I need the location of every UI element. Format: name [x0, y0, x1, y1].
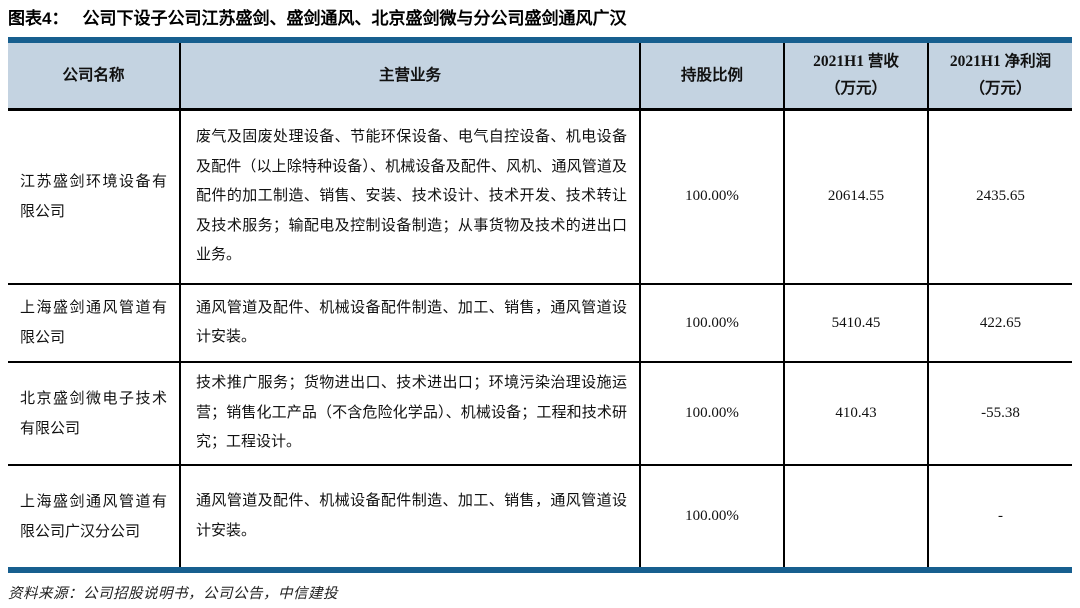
revenue-cell: 20614.55: [783, 108, 929, 285]
table-row: 上海盛剑通风管道有限公司广汉分公司 通风管道及配件、机械设备配件制造、加工、销售…: [8, 464, 1072, 567]
shareholding-cell: 100.00%: [639, 464, 785, 567]
header-unit-label: （万元）: [969, 80, 1032, 98]
company-name-cell: 北京盛剑微电子技术有限公司: [8, 361, 181, 466]
net-profit-cell: 2435.65: [927, 108, 1072, 285]
header-2021h1-revenue: 2021H1 营收 （万元）: [783, 43, 929, 111]
header-unit-label: （万元）: [824, 80, 887, 98]
header-company-name: 公司名称: [8, 43, 181, 111]
main-business-cell: 通风管道及配件、机械设备配件制造、加工、销售，通风管道设计安装。: [179, 464, 641, 567]
shareholding-cell: 100.00%: [639, 361, 785, 466]
table-row: 北京盛剑微电子技术有限公司 技术推广服务；货物进出口、技术进出口；环境污染治理设…: [8, 361, 1072, 466]
main-business-cell: 废气及固废处理设备、节能环保设备、电气自控设备、机电设备及配件（以上除特种设备）…: [179, 108, 641, 285]
table-body: 江苏盛剑环境设备有限公司 废气及固废处理设备、节能环保设备、电气自控设备、机电设…: [8, 108, 1072, 567]
header-label: 2021H1 净利润: [949, 53, 1052, 71]
header-2021h1-net-profit: 2021H1 净利润 （万元）: [927, 43, 1072, 111]
table-row: 上海盛剑通风管道有限公司 通风管道及配件、机械设备配件制造、加工、销售，通风管道…: [8, 283, 1072, 363]
main-business-cell: 通风管道及配件、机械设备配件制造、加工、销售，通风管道设计安装。: [179, 283, 641, 363]
figure-title: 图表4： 公司下设子公司江苏盛剑、盛剑通风、北京盛剑微与分公司盛剑通风广汉: [8, 8, 1072, 30]
company-name-cell: 江苏盛剑环境设备有限公司: [8, 108, 181, 285]
net-profit-cell: -55.38: [927, 361, 1072, 466]
revenue-cell: [783, 464, 929, 567]
net-profit-cell: 422.65: [927, 283, 1072, 363]
revenue-cell: 5410.45: [783, 283, 929, 363]
figure-title-text: 公司下设子公司江苏盛剑、盛剑通风、北京盛剑微与分公司盛剑通风广汉: [82, 9, 627, 28]
figure-number-label: 图表4：: [8, 9, 69, 28]
company-name-cell: 上海盛剑通风管道有限公司广汉分公司: [8, 464, 181, 567]
header-label: 公司名称: [62, 66, 125, 84]
company-name-cell: 上海盛剑通风管道有限公司: [8, 283, 181, 363]
data-source-note: 资料来源：公司招股说明书，公司公告，中信建投: [8, 586, 338, 602]
header-shareholding-ratio: 持股比例: [639, 43, 785, 111]
revenue-cell: 410.43: [783, 361, 929, 466]
header-label: 主营业务: [378, 66, 441, 84]
table-header: 公司名称 主营业务 持股比例 2021H1 营收 （万元） 2021H1 净利润: [8, 43, 1072, 111]
table-row: 江苏盛剑环境设备有限公司 废气及固废处理设备、节能环保设备、电气自控设备、机电设…: [8, 108, 1072, 285]
header-label: 持股比例: [680, 66, 743, 84]
header-main-business: 主营业务: [179, 43, 641, 111]
header-row: 公司名称 主营业务 持股比例 2021H1 营收 （万元） 2021H1 净利润: [8, 43, 1072, 111]
header-label: 2021H1 营收: [813, 53, 899, 71]
subsidiaries-table: 公司名称 主营业务 持股比例 2021H1 营收 （万元） 2021H1 净利润: [8, 43, 1072, 567]
main-business-cell: 技术推广服务；货物进出口、技术进出口；环境污染治理设施运营；销售化工产品（不含危…: [179, 361, 641, 466]
subsidiaries-table-wrapper: 公司名称 主营业务 持股比例 2021H1 营收 （万元） 2021H1 净利润: [8, 37, 1072, 573]
net-profit-cell: -: [927, 464, 1072, 567]
shareholding-cell: 100.00%: [639, 283, 785, 363]
shareholding-cell: 100.00%: [639, 108, 785, 285]
